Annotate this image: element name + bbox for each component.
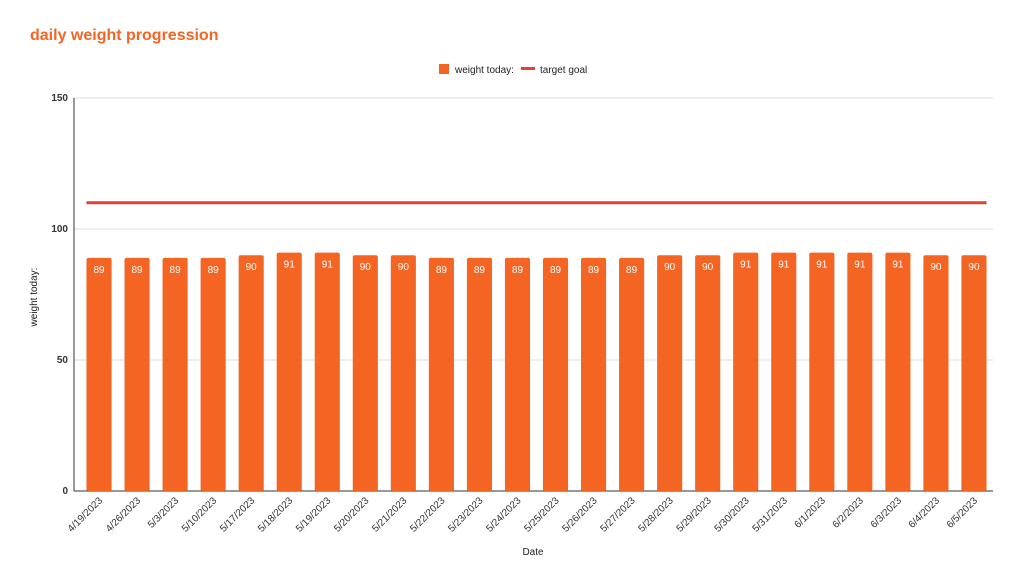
x-tick-label: 5/31/2023 [751,495,791,535]
bar [428,257,454,491]
x-axis-label: Date [522,547,544,558]
x-tick-label: 5/21/2023 [370,495,410,535]
bar [733,252,759,491]
bar [961,255,987,491]
bar [847,252,873,491]
legend-swatch-target [521,67,535,70]
x-tick-label: 5/3/2023 [146,495,182,531]
x-tick-label: 5/24/2023 [484,495,524,535]
bar-data-label: 89 [626,265,638,276]
bar [885,252,911,491]
chart-title: daily weight progression [30,27,219,44]
bar [314,252,340,491]
bar-data-label: 89 [132,265,144,276]
bar [276,252,302,491]
bar [86,257,112,491]
x-tick-label: 4/26/2023 [104,495,144,535]
x-tick-label: 5/30/2023 [713,495,753,535]
bar-data-label: 90 [246,262,258,273]
bar-data-label: 89 [93,265,105,276]
legend-label-weight: weight today: [454,65,514,76]
bar-data-label: 91 [284,260,296,271]
bar-data-label: 89 [170,265,182,276]
bar-data-label: 91 [322,260,334,271]
y-tick-label: 50 [57,355,69,366]
bar-data-label: 89 [208,265,220,276]
bar-data-label: 90 [968,262,980,273]
y-axis-label: weight today: [29,268,40,328]
bar-data-label: 89 [436,265,448,276]
bar [124,257,150,491]
bar [771,252,797,491]
x-tick-label: 5/18/2023 [256,495,296,535]
x-tick-label: 5/17/2023 [218,495,258,535]
bar-data-label: 91 [816,260,828,271]
bar [390,255,416,491]
bar-data-label: 90 [398,262,410,273]
x-tick-label: 5/26/2023 [560,495,600,535]
x-tick-label: 5/25/2023 [522,495,562,535]
y-tick-label: 100 [51,224,68,235]
bar [542,257,569,491]
bar [923,255,949,491]
x-tick-label: 5/19/2023 [294,495,334,535]
bar [619,257,645,491]
x-tick-label: 4/19/2023 [66,495,106,535]
bar-data-label: 90 [930,262,942,273]
bar-data-label: 91 [854,260,866,271]
legend-swatch-weight [439,64,449,74]
y-tick-label: 0 [62,486,68,497]
bar [200,257,226,491]
x-tick-label: 5/20/2023 [332,495,372,535]
bar [695,255,721,491]
bar-data-label: 89 [474,265,486,276]
bar [657,255,683,491]
bar-data-label: 91 [740,260,752,271]
bar-data-label: 90 [664,262,676,273]
bar [352,255,378,491]
x-tick-label: 5/28/2023 [637,495,677,535]
bar-data-label: 89 [512,265,524,276]
bar-data-label: 90 [702,262,714,273]
bar-data-label: 91 [778,260,790,271]
bar-data-label: 89 [588,265,600,276]
x-tick-label: 5/22/2023 [408,495,448,535]
bar [504,257,531,491]
x-tick-label: 6/5/2023 [945,495,981,531]
bar [238,255,264,491]
bar [809,252,835,491]
bar-data-label: 91 [892,260,904,271]
bar-data-label: 89 [550,265,562,276]
bar [466,257,492,491]
legend: weight today: target goal [439,64,587,76]
bar-data-label: 90 [360,262,372,273]
y-tick-label: 150 [51,93,68,104]
gridlines: 0 50 100 150 [51,93,993,497]
bars: 89 89 89 89 90 91 91 90 90 89 89 89 89 89 89 90 90 91 91 91… [86,252,987,491]
x-tick-label: 5/29/2023 [675,495,715,535]
x-tick-label: 5/23/2023 [446,495,486,535]
x-tick-label: 6/4/2023 [907,495,943,531]
x-tick-label: 6/3/2023 [869,495,905,531]
x-tick-label: 5/10/2023 [180,495,220,535]
legend-label-target: target goal [540,65,587,76]
x-tick-label: 5/27/2023 [598,495,638,535]
bar [581,257,607,491]
bar [162,257,188,491]
x-tick-label: 6/1/2023 [793,495,829,531]
x-tick-label: 6/2/2023 [831,495,867,531]
